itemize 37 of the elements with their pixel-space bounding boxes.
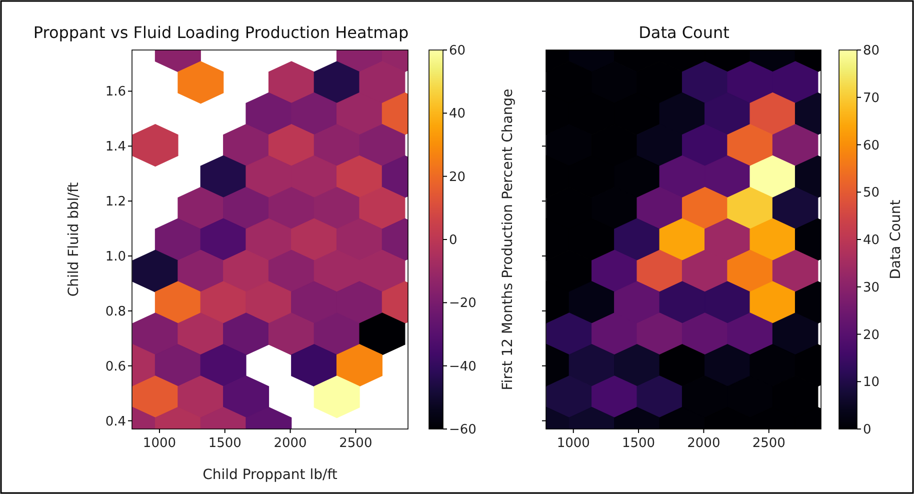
color-bar-label: 20 bbox=[863, 328, 880, 343]
x-tick-label: 2000 bbox=[274, 436, 307, 451]
color-bar-label: 10 bbox=[863, 375, 880, 390]
color-bar-label: 60 bbox=[863, 138, 880, 154]
color-bar-label: 40 bbox=[449, 106, 466, 122]
color-bar-label: 30 bbox=[863, 280, 880, 296]
color-bar-label: 40 bbox=[863, 233, 880, 248]
color-bar-title: Data Count bbox=[888, 199, 904, 280]
color-bar-label: −40 bbox=[449, 359, 476, 374]
color-bar-label: 50 bbox=[863, 186, 880, 201]
x-tick-label: 2000 bbox=[687, 436, 720, 451]
x-tick-label: 2500 bbox=[339, 436, 372, 451]
chart-title: Proppant vs Fluid Loading Production Heatmap bbox=[33, 23, 409, 42]
color-bar-label: 0 bbox=[449, 233, 458, 248]
x-tick-label: 1000 bbox=[556, 436, 590, 451]
y-tick-label: 1.6 bbox=[105, 84, 126, 100]
y-tick-label: 1.4 bbox=[105, 140, 126, 155]
x-axis-title: Child Proppant lb/ft bbox=[202, 467, 338, 483]
x-tick-label: 1500 bbox=[622, 436, 656, 451]
color-bar-label: 70 bbox=[863, 90, 880, 106]
color-bar-label: −60 bbox=[449, 422, 476, 438]
y-axis-title: Child Fluid bbl/ft bbox=[66, 182, 82, 297]
y-tick-label: 0.4 bbox=[105, 414, 126, 430]
x-tick-label: 2500 bbox=[752, 436, 786, 451]
y-tick-label: 0.6 bbox=[105, 359, 126, 374]
x-tick-label: 1000 bbox=[142, 436, 176, 451]
color-bar-label: −20 bbox=[449, 296, 476, 312]
y-tick-label: 0.8 bbox=[105, 304, 126, 320]
color-bar-label: 60 bbox=[449, 44, 466, 58]
x-tick-label: 1500 bbox=[208, 436, 242, 451]
color-bar-label: 0 bbox=[863, 422, 872, 438]
y-tick-label: 1.0 bbox=[105, 249, 126, 264]
color-bar-label: 80 bbox=[863, 44, 880, 58]
y-tick-label: 1.2 bbox=[105, 194, 126, 210]
chart-title: Data Count bbox=[638, 23, 730, 42]
color-bar-label: 20 bbox=[449, 170, 466, 185]
color-bar-title: First 12 Months Production Percent Change bbox=[500, 88, 516, 390]
